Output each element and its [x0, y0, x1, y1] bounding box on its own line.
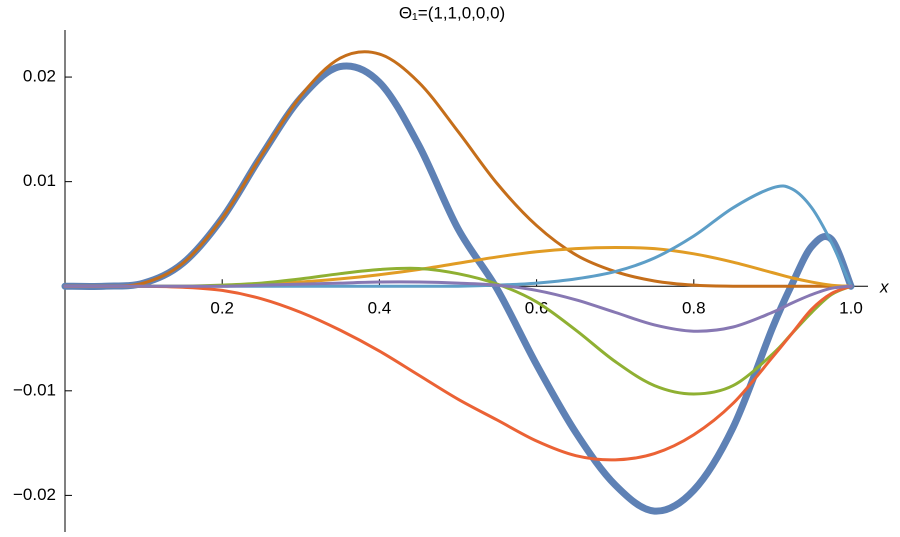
line-series [63, 184, 853, 288]
line-series [63, 50, 853, 288]
y-tick-label: −0.02 [13, 485, 56, 504]
x-tick-label: 1.0 [839, 299, 863, 318]
line-series [63, 284, 853, 462]
y-tick-label: 0.01 [23, 171, 56, 190]
x-tick-label: 0.2 [210, 299, 234, 318]
x-axis-label: x [879, 277, 889, 296]
x-tick-label: 0.4 [368, 299, 392, 318]
y-tick-label: −0.01 [13, 380, 56, 399]
x-tick-label: 0.6 [525, 299, 549, 318]
chart-title: Θ₁=(1,1,0,0,0) [399, 3, 505, 22]
x-tick-label: 0.8 [682, 299, 706, 318]
line-series [63, 280, 853, 333]
y-tick-label: 0.02 [23, 67, 56, 86]
